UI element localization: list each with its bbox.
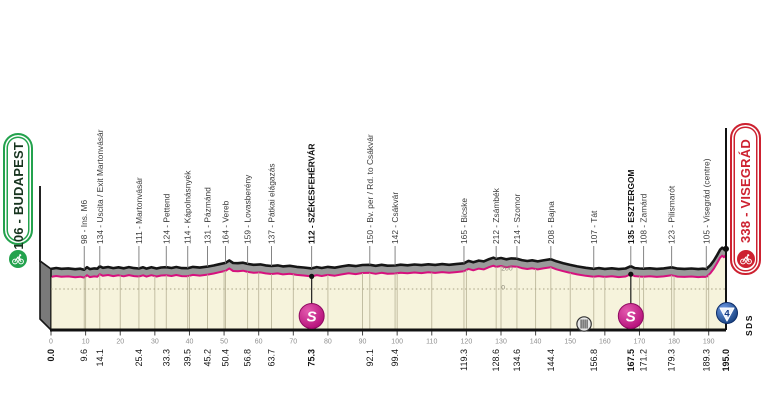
finish-label-text: 338 - VISEGRÁD <box>738 139 753 243</box>
waypoint-label: 137 - Pátkai elágazás <box>267 163 277 244</box>
distance-label: 25.4 <box>134 349 144 367</box>
svg-text:S: S <box>307 309 317 326</box>
distance-label: 63.7 <box>267 349 277 367</box>
waypoint-label: 107 - Tát <box>589 210 599 244</box>
axis-tick-label: 90 <box>359 339 367 346</box>
axis-tick-label: 190 <box>703 339 715 346</box>
sprint-badge: S <box>298 273 325 329</box>
svg-text:200: 200 <box>501 266 513 273</box>
axis-tick-label: 150 <box>564 339 576 346</box>
distance-label: 179.3 <box>667 349 677 372</box>
axis-tick-label: 100 <box>391 339 403 346</box>
distance-label: 144.4 <box>546 349 556 372</box>
distance-label: 9.6 <box>79 349 89 362</box>
waypoint-label: 114 - Kápolnásnyék <box>183 170 193 244</box>
axis-tick-label: 50 <box>220 339 228 346</box>
axis-tick-label: 40 <box>186 339 194 346</box>
axis-tick-label: 180 <box>668 339 680 346</box>
distance-label: 167.5 <box>626 349 636 372</box>
axis-tick-label: 130 <box>495 339 507 346</box>
waypoint-label: 123 - Pilismarót <box>667 185 677 244</box>
distance-label: 33.3 <box>161 349 171 367</box>
distance-label: 50.4 <box>220 349 230 367</box>
start-cyclist-icon <box>9 249 27 268</box>
waypoint-label: 112 - SZÉKESFEHÉRVÁR <box>306 144 317 244</box>
author-signature: SDS <box>744 314 754 336</box>
distance-label: 99.4 <box>390 349 400 367</box>
waypoint-label: 150 - Bv. per / Rd. to Csákvár <box>365 134 375 244</box>
axis-tick-label: 120 <box>461 339 473 346</box>
finish-label-box: 338 - VISEGRÁD <box>730 123 761 275</box>
waypoint-label: 135 - ESZTERGOM <box>626 170 636 244</box>
waypoint-label: 142 - Csákvár <box>390 192 400 244</box>
distance-axis: 0 10 20 30 40 50 60 70 80 90 100 110 120 130 140 150 160… <box>46 328 731 372</box>
profile-end-cap <box>39 259 52 332</box>
feed-zone-icon <box>576 316 592 332</box>
distance-label: 75.3 <box>307 349 317 367</box>
gpm-cat4-badge: 4 <box>716 302 738 324</box>
terrain <box>39 246 727 332</box>
distance-label: 195.0 <box>721 349 731 372</box>
axis-tick-label: 110 <box>426 339 437 346</box>
waypoint-label: 98 - Ins. M6 <box>79 199 89 244</box>
waypoint-label: 134 - Uscita / Exit Martonvásár <box>95 129 105 244</box>
ridge-band <box>51 246 726 278</box>
waypoint-label: 124 - Pettend <box>161 193 171 244</box>
distance-label: 14.1 <box>95 349 105 367</box>
start-label-text: 106 - BUDAPEST <box>10 142 26 250</box>
axis-tick-label: 80 <box>324 339 332 346</box>
distance-label: 171.2 <box>639 349 649 372</box>
waypoint-label: 208 - Bajna <box>546 201 556 244</box>
waypoint-label: 111 - Martonvásár <box>134 177 144 244</box>
distance-label: 45.2 <box>202 349 212 367</box>
finish-dot <box>723 245 729 252</box>
waypoint-label: 108 - Zamárd <box>639 193 649 244</box>
axis-tick-label: 60 <box>255 339 263 346</box>
distance-label: 92.1 <box>365 349 375 367</box>
ridge-outline <box>50 246 727 271</box>
distance-label: 0.0 <box>46 349 56 362</box>
distance-label: 134.6 <box>512 349 522 372</box>
axis-tick-label: 10 <box>82 339 90 346</box>
axis-tick-label: 0 <box>49 339 53 346</box>
axis-tick-label: 70 <box>289 339 297 346</box>
distance-label: 128.6 <box>491 349 501 372</box>
distance-label: 56.8 <box>243 349 253 367</box>
waypoint-label: 159 - Lovasberény <box>243 174 253 244</box>
svg-text:0: 0 <box>501 285 505 292</box>
axis-tick-label: 30 <box>151 339 159 346</box>
waypoint-label: 214 - Szomor <box>512 194 522 244</box>
svg-text:4: 4 <box>724 309 730 320</box>
sprint-badge: S <box>617 271 644 329</box>
distance-label: 119.3 <box>459 349 469 371</box>
waypoint-label: 131 - Pázmánd <box>202 187 212 244</box>
finish-cyclist-icon <box>736 250 755 268</box>
waypoints: 98 - Ins. M6 134 - Uscita / Exit Martonvá… <box>79 129 711 332</box>
start-label-box: 106 - BUDAPEST <box>3 133 33 268</box>
axis-tick-label: 170 <box>634 339 646 346</box>
distance-label: 39.5 <box>183 349 193 367</box>
axis-tick-label: 20 <box>116 339 124 346</box>
axis-tick-label: 140 <box>530 339 542 346</box>
distance-label: 156.8 <box>589 349 599 372</box>
waypoint-label: 105 - Visegrád (centre) <box>701 158 711 244</box>
waypoint-label: 165 - Bicske <box>459 198 469 244</box>
waypoint-label: 164 - Vereb <box>220 200 230 244</box>
axis-tick-label: 160 <box>599 339 611 346</box>
distance-label: 189.3 <box>701 349 711 372</box>
svg-text:S: S <box>626 309 636 326</box>
waypoint-label: 212 - Zsámbék <box>491 187 501 244</box>
